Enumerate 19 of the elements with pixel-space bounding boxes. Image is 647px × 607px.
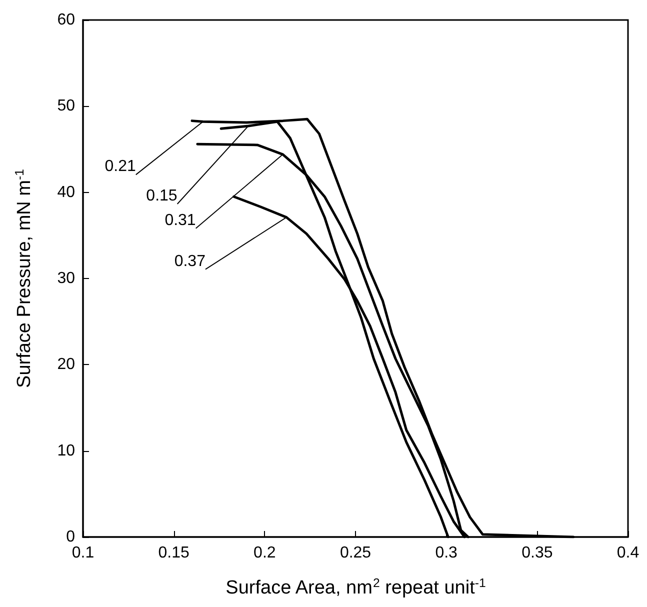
text: 0.15 [146, 187, 178, 204]
y-tick-label: 20 [57, 356, 76, 374]
y-tick-label: 50 [57, 98, 76, 115]
y-axis-title: Surface Pressure, mN m-1 [12, 168, 35, 388]
text: 0.21 [104, 158, 136, 176]
y-tick-label: 40 [57, 184, 76, 201]
y-tick-label: 10 [57, 442, 76, 460]
x-tick-label: 0.3 [435, 544, 458, 562]
y-tick-label: 30 [57, 270, 76, 287]
x-tick-label: 0.25 [340, 544, 372, 562]
x-tick-label: 0.2 [254, 544, 276, 562]
y-tick-label: 60 [57, 12, 76, 28]
x-tick-label: 0.35 [522, 544, 553, 562]
text: 0.37 [174, 252, 206, 270]
x-tick-label: 0.1 [72, 544, 94, 562]
x-tick-label: 0.4 [616, 544, 640, 562]
x-tick-label: 0.15 [158, 544, 190, 562]
text: 0.31 [164, 212, 196, 229]
y-tick-label: 0 [66, 528, 76, 546]
